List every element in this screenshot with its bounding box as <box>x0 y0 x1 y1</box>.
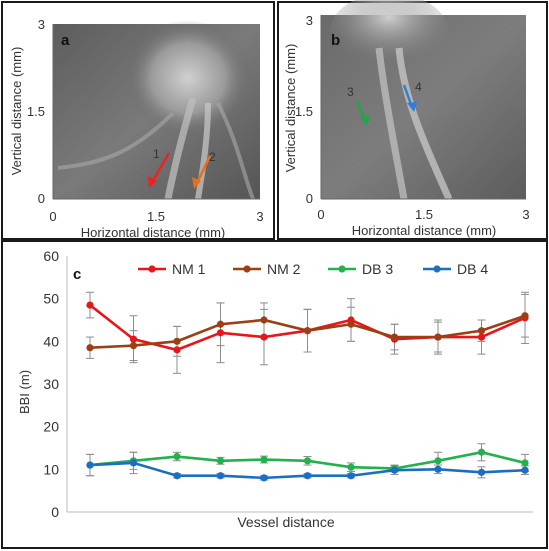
x-tick-a-1: 1.5 <box>147 209 165 224</box>
y-axis-label-a: Vertical distance (mm) <box>9 47 24 176</box>
legend-label: NM 2 <box>267 261 301 277</box>
data-point <box>173 452 181 461</box>
legend-label: DB 3 <box>362 261 393 277</box>
data-point <box>86 301 94 309</box>
x-tick-a-0: 0 <box>49 209 56 224</box>
data-point <box>347 463 355 471</box>
arrow-1 <box>149 152 171 185</box>
arrow-1-label: 1 <box>153 147 160 161</box>
x-axis-label: Vessel distance <box>237 514 334 530</box>
legend-marker <box>338 265 346 273</box>
x-tick-b-2: 3 <box>522 207 529 222</box>
data-point <box>260 455 268 464</box>
y-tick-label: 30 <box>43 376 59 392</box>
arrow-4-label: 4 <box>415 80 422 94</box>
y-axis-label-b: Vertical distance (mm) <box>283 44 298 173</box>
arrow-2-head <box>192 177 201 189</box>
arrow-2-label: 2 <box>209 150 216 164</box>
data-point <box>477 333 486 341</box>
series-points <box>86 301 529 482</box>
data-point <box>477 327 486 335</box>
data-point <box>216 472 225 480</box>
data-point <box>173 472 181 480</box>
data-point <box>216 457 225 465</box>
data-point <box>216 329 225 337</box>
optic-disc-b <box>329 0 449 73</box>
data-point <box>477 468 486 476</box>
data-point <box>521 312 529 320</box>
y-tick-label: 50 <box>43 291 59 307</box>
data-point <box>434 457 442 465</box>
legend-marker <box>148 265 156 273</box>
panel-c-label: c <box>73 266 81 283</box>
arrow-3-label: 3 <box>347 85 354 99</box>
vessel-b-2 <box>395 47 453 201</box>
y-tick-b-2: 3 <box>306 13 313 28</box>
y-tick-b-1: 1.5 <box>295 104 313 119</box>
panel-a-svg: 1 2 0 1.5 3 0 1.5 3 Horizontal distance … <box>9 17 264 240</box>
vessel-b-1 <box>375 47 408 200</box>
y-tick-a-1: 1.5 <box>27 104 45 119</box>
legend-marker <box>243 265 251 273</box>
vessel-a-3 <box>57 111 175 170</box>
panel-b-label: b <box>331 32 340 49</box>
panel-b: 3 4 0 1.5 3 0 1.5 3 Horizontal distance … <box>277 0 548 240</box>
data-point <box>260 474 268 482</box>
y-tick-label: 60 <box>43 248 59 264</box>
x-tick-b-1: 1.5 <box>415 207 433 222</box>
vessel-a-4 <box>216 102 255 200</box>
panel-c: 0 10 20 30 40 50 60 NM 1 NM 2 DB 3 DB 4 c Vessel … <box>1 240 548 549</box>
panel-b-svg: 3 4 0 1.5 3 0 1.5 3 Horizontal distance … <box>283 0 530 238</box>
data-point <box>86 461 94 469</box>
panel-a: 1 2 0 1.5 3 0 1.5 3 Horizontal distance … <box>1 1 275 240</box>
y-tick-label: 0 <box>51 504 59 520</box>
data-point <box>260 333 268 341</box>
data-point <box>347 472 355 480</box>
data-point <box>347 320 355 328</box>
arrow-3-head <box>360 116 370 126</box>
data-point <box>434 333 442 341</box>
data-point <box>216 320 225 328</box>
x-axis-label-b: Horizontal distance (mm) <box>352 223 497 238</box>
data-point <box>521 466 529 474</box>
y-tick-label: 40 <box>43 333 59 349</box>
legend-label: NM 1 <box>172 261 206 277</box>
x-axis-label-a: Horizontal distance (mm) <box>81 225 226 240</box>
legend-marker <box>433 265 441 273</box>
data-point <box>129 342 138 350</box>
legend-label: DB 4 <box>457 261 488 277</box>
data-point <box>86 344 94 352</box>
data-point <box>173 337 181 345</box>
y-tick-label: 20 <box>43 419 59 435</box>
data-point <box>129 335 138 343</box>
data-point <box>434 465 442 473</box>
data-point <box>303 327 312 335</box>
y-tick-a-2: 3 <box>38 17 45 32</box>
y-tick-a-0: 0 <box>38 191 45 206</box>
error-bars <box>86 291 529 481</box>
vessel-a-1 <box>164 97 197 200</box>
data-point <box>477 448 486 456</box>
legend: NM 1 NM 2 DB 3 DB 4 <box>138 261 488 277</box>
data-point <box>303 457 312 465</box>
data-point <box>173 346 181 354</box>
x-tick-b-0: 0 <box>317 207 324 222</box>
y-tick-b-0: 0 <box>306 191 313 206</box>
data-point <box>260 316 268 324</box>
vessel-a-2 <box>195 102 211 200</box>
y-axis-label: BBI (m) <box>17 370 32 414</box>
arrow-4-head <box>407 102 417 112</box>
data-point <box>390 466 399 474</box>
y-tick-group: 0 10 20 30 40 50 60 <box>43 248 59 520</box>
arrow-1-head <box>148 176 157 188</box>
data-point <box>129 459 138 467</box>
data-point <box>521 459 529 467</box>
data-point <box>303 472 312 480</box>
data-point <box>390 333 399 341</box>
line-chart: 0 10 20 30 40 50 60 NM 1 NM 2 DB 3 DB 4 c Vessel … <box>17 248 533 530</box>
y-tick-label: 10 <box>43 461 59 477</box>
panel-a-label: a <box>61 32 70 49</box>
x-tick-a-2: 3 <box>256 209 263 224</box>
